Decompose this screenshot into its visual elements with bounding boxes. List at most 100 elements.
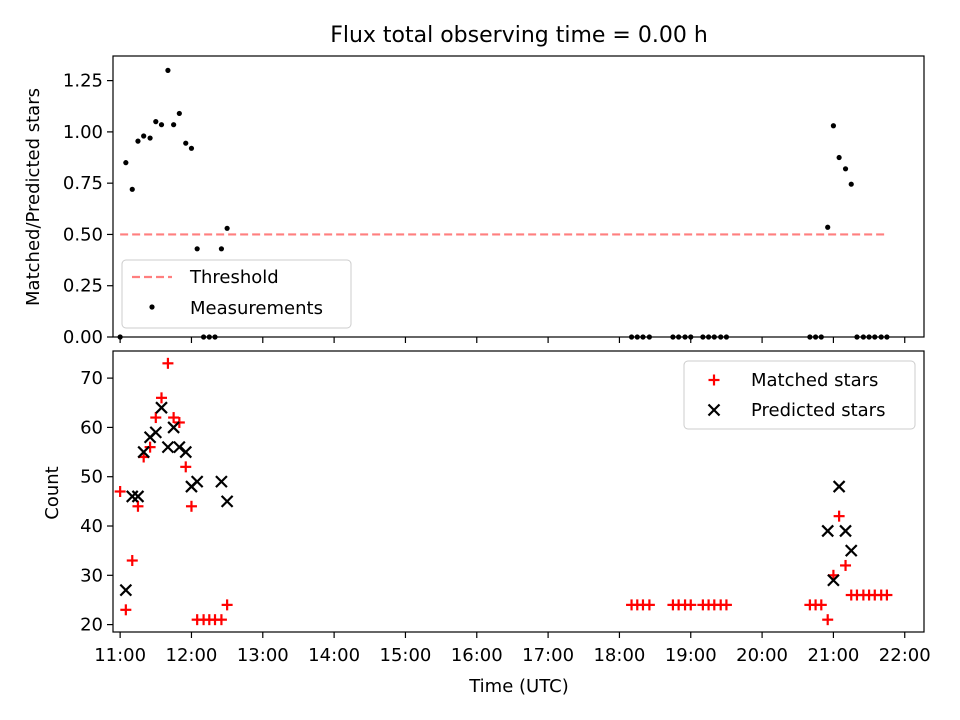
- top-axes-frame: [112, 55, 925, 338]
- threshold-legend-label: Threshold: [189, 267, 279, 288]
- measurement-point: [848, 181, 854, 187]
- predicted-star-point: [137, 445, 150, 459]
- matched-stars-legend-marker: [708, 374, 720, 386]
- predicted-star-point: [220, 495, 234, 508]
- measurement-point: [129, 186, 135, 192]
- predicted-star-point: [125, 490, 139, 503]
- bottom-ylabel: Count: [42, 466, 63, 519]
- predicted-star-point: [832, 480, 846, 493]
- bottom-xtick-label: 20:00: [736, 645, 788, 666]
- measurement-point: [183, 140, 189, 146]
- measurement-point: [842, 166, 849, 172]
- predicted-star-point: [821, 524, 834, 538]
- top-panel: 0.00 0.25 0.50 0.75 1.00 1.25 Matched/Predict…: [23, 55, 925, 348]
- measurement-point: [123, 160, 129, 166]
- matched-star-point: [144, 441, 156, 453]
- measurement-point: [147, 135, 153, 141]
- bottom-xlabel: Time (UTC): [468, 676, 569, 697]
- bottom-ytick-label: 70: [80, 368, 103, 389]
- top-ytick-label: 0.00: [63, 327, 103, 348]
- predicted-star-point: [161, 440, 175, 454]
- bottom-xtick-label: 18:00: [593, 645, 645, 666]
- matched-star-point: [156, 392, 168, 404]
- bottom-ytick-label: 50: [80, 467, 103, 488]
- bottom-ytick-label: 30: [80, 565, 103, 586]
- top-ytick-label: 1.25: [63, 71, 103, 92]
- measurement-point: [171, 122, 177, 128]
- matched-star-point: [132, 500, 144, 512]
- bottom-ytick-label: 60: [80, 417, 103, 438]
- matched-stars-legend-label: Matched stars: [751, 370, 878, 391]
- measurement-point: [836, 154, 842, 161]
- measurements-legend-label: Measurements: [190, 298, 323, 319]
- measurement-point: [141, 133, 147, 139]
- predicted-star-point: [119, 583, 133, 597]
- matched-star-point: [815, 599, 827, 611]
- matched-star-point: [150, 412, 162, 424]
- predicted-star-point: [190, 475, 204, 488]
- matched-star-point: [180, 461, 192, 473]
- measurement-point: [830, 123, 837, 129]
- bottom-xtick-label: 17:00: [522, 645, 574, 666]
- matched-star-point: [126, 555, 138, 567]
- predicted-stars-legend-swatch: [707, 403, 721, 417]
- bottom-xtick-label: 19:00: [665, 645, 717, 666]
- measurement-point: [158, 122, 165, 128]
- predicted-star-point: [131, 490, 145, 503]
- bottom-ytick-label: 20: [80, 615, 103, 636]
- figure-title: Flux total observing time = 0.00 h: [330, 23, 708, 48]
- predicted-star-point: [827, 573, 840, 587]
- measurement-point: [825, 224, 831, 230]
- predicted-star-point: [839, 524, 852, 538]
- top-ytick-label: 1.00: [63, 122, 103, 143]
- bottom-legend-box: [683, 360, 916, 430]
- top-ytick-label: 0.50: [63, 224, 103, 245]
- measurement-point: [135, 138, 141, 144]
- bottom-xtick-label: 16:00: [451, 645, 503, 666]
- bottom-legend: Matched stars Predicted stars: [683, 360, 916, 430]
- measurement-point: [224, 225, 230, 231]
- top-legend-box: [121, 259, 352, 329]
- matched-star-point: [881, 589, 893, 601]
- bottom-xtick-label: 21:00: [807, 645, 859, 666]
- measurement-point: [165, 67, 171, 73]
- measurement-point: [218, 246, 225, 252]
- predicted-star-point: [155, 401, 168, 414]
- predicted-star-point: [179, 445, 193, 459]
- measurement-point: [153, 119, 159, 125]
- matched-star-point: [643, 599, 655, 611]
- matched-star-point: [822, 614, 834, 626]
- bottom-xtick-label: 14:00: [308, 645, 360, 666]
- matched-star-point: [162, 357, 174, 369]
- top-legend: Threshold Measurements: [121, 259, 352, 329]
- measurements-legend-swatch: [149, 304, 155, 310]
- matched-star-point: [185, 500, 197, 512]
- bottom-panel: 20 30 40 50 60 70 11:00 12:00 13:00 14:00 15:00 16…: [42, 350, 931, 697]
- predicted-star-point: [167, 421, 180, 434]
- matched-star-point: [168, 412, 180, 424]
- top-ylabel: Matched/Predicted stars: [23, 88, 44, 306]
- matched-star-point: [221, 599, 233, 611]
- predicted-star-point: [844, 544, 858, 557]
- measurement-point: [194, 246, 200, 252]
- bottom-ytick-label: 40: [80, 516, 103, 537]
- measurement-point: [188, 145, 195, 151]
- matched-star-point: [833, 510, 845, 522]
- bottom-xtick-label: 13:00: [237, 645, 289, 666]
- matched-star-point: [120, 604, 132, 616]
- bottom-xtick-label: 11:00: [94, 645, 146, 666]
- matched-star-point: [685, 599, 697, 611]
- matched-stars-legend-swatch: [708, 374, 720, 386]
- top-ytick-label: 0.25: [63, 276, 103, 297]
- predicted-star-point: [215, 475, 228, 488]
- predicted-stars-legend-marker: [707, 403, 721, 417]
- predicted-star-point: [149, 426, 163, 439]
- bottom-xtick-label: 22:00: [879, 645, 931, 666]
- bottom-xtick-label: 12:00: [166, 645, 218, 666]
- bottom-axes-frame: [112, 350, 925, 633]
- matched-star-point: [840, 559, 852, 571]
- matched-star-point: [215, 614, 227, 626]
- predicted-stars-legend-label: Predicted stars: [751, 400, 885, 421]
- bottom-xtick-label: 15:00: [380, 645, 432, 666]
